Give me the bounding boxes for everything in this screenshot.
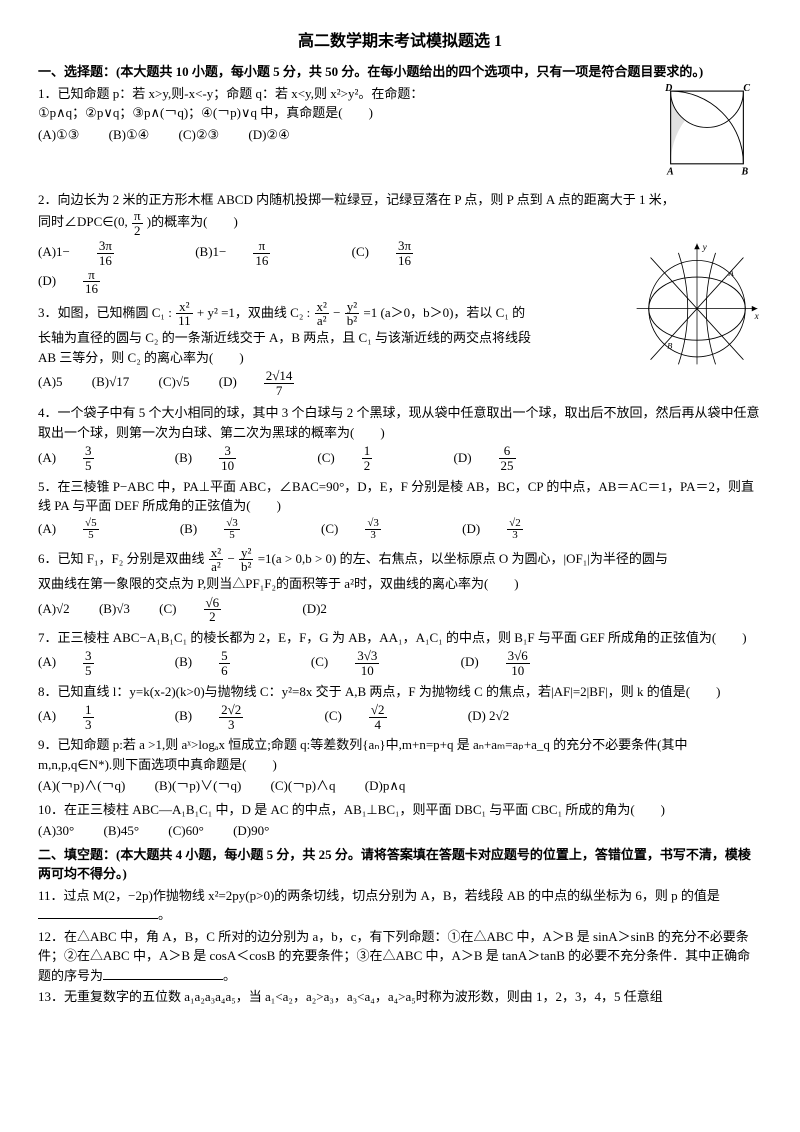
q6-opt-c: (C)√62 <box>159 596 273 624</box>
q2-opt-a: (A)1−3π16 <box>38 239 166 267</box>
q1-opt-c: (C)②③ <box>179 125 220 145</box>
blank-11 <box>38 907 158 919</box>
q7-opt-c: (C)3√310 <box>311 649 431 677</box>
q5-opt-b: (B)√35 <box>180 518 292 542</box>
q7-opt-d: (D)3√610 <box>461 649 582 677</box>
q11-tail: 。 <box>158 907 171 922</box>
q3-line3: AB 三等分，则 C₂ 的离心率为( ) <box>38 348 762 368</box>
question-4: 4．一个袋子中有 5 个大小相同的球，其中 3 个白球与 2 个黑球，现从袋中任… <box>38 403 762 442</box>
svg-text:A: A <box>728 269 735 278</box>
q9-opt-c: (C)(￢p)∧q <box>271 776 336 796</box>
q8-options: (A)13 (B)2√23 (C)√24 (D) 2√2 <box>38 703 762 731</box>
q2-opt-c: (C)3π16 <box>352 239 465 267</box>
q5-opt-a: (A)√55 <box>38 518 151 542</box>
question-8: 8．已知直线 l：y=k(x-2)(k>0)与抛物线 C：y²=8x 交于 A,… <box>38 682 762 702</box>
q3-opt-a: (A)5 <box>38 372 63 392</box>
q6-opt-a: (A)√2 <box>38 599 70 619</box>
question-7: 7．正三棱柱 ABC−A₁B₁C₁ 的棱长都为 2，E，F，G 为 AB，AA₁… <box>38 628 762 648</box>
q6-line1: 6．已知 F₁，F₂ 分别是双曲线 x²a² − y²b² =1(a > 0,b… <box>38 546 762 574</box>
q3-line1: 3．如图，已知椭圆 C₁ : x²11 + y² =1，双曲线 C₂ : x²a… <box>38 300 762 328</box>
q10-opt-c: (C)60° <box>168 821 204 841</box>
q1-line2: ①p∧q；②p∨q；③p∧(￢q)；④(￢p)∨q 中，真命题是( ) <box>38 103 762 123</box>
question-6: 6．已知 F₁，F₂ 分别是双曲线 x²a² − y²b² =1(a > 0,b… <box>38 546 762 594</box>
q3-line2: 长轴为直径的圆与 C₂ 的一条渐近线交于 A，B 两点，且 C₁ 与该渐近线的两… <box>38 328 762 348</box>
q3-opt-d: (D)2√147 <box>219 369 347 397</box>
q1-opt-a: (A)①③ <box>38 125 79 145</box>
q9-options: (A)(￢p)∧(￢q) (B)(￢p)∨(￢q) (C)(￢p)∧q (D)p… <box>38 776 762 796</box>
question-13: 13．无重复数字的五位数 a₁a₂a₃a₄a₅，当 a₁<a₂，a₂>a₃，a₃… <box>38 987 762 1007</box>
q10-opt-b: (B)45° <box>104 821 140 841</box>
q3-options: (A)5 (B)√17 (C)√5 (D)2√147 <box>38 369 762 397</box>
q8-opt-d: (D) 2√2 <box>468 706 509 726</box>
q2-line2: 同时∠DPC∈(0, π2 )的概率为( ) <box>38 209 762 237</box>
q4-opt-d: (D)625 <box>453 444 567 472</box>
q1-text: 1．已知命题 p：若 x>y,则-x<-y；命题 q：若 x<y,则 x²>y²… <box>38 84 762 104</box>
question-12: 12．在△ABC 中，角 A，B，C 所对的边分别为 a，b，c，有下列命题：①… <box>38 927 762 986</box>
q4-opt-b: (B)310 <box>175 444 288 472</box>
question-11: 11．过点 M(2，−2p)作抛物线 x²=2py(p>0)的两条切线，切点分别… <box>38 886 762 925</box>
section-1-head: 一、选择题：(本大题共 10 小题，每小题 5 分，共 50 分。在每小题给出的… <box>38 62 762 82</box>
q5-opt-d: (D)√23 <box>462 518 575 542</box>
q7-options: (A)35 (B)56 (C)3√310 (D)3√610 <box>38 649 762 677</box>
q9-opt-a: (A)(￢p)∧(￢q) <box>38 776 125 796</box>
question-10: 10．在正三棱柱 ABC—A₁B₁C₁ 中，D 是 AC 的中点，AB₁⊥BC₁… <box>38 800 762 820</box>
q4-options: (A)35 (B)310 (C)12 (D)625 <box>38 444 762 472</box>
question-1: 1．已知命题 p：若 x>y,则-x<-y；命题 q：若 x<y,则 x²>y²… <box>38 84 762 123</box>
q8-opt-a: (A)13 <box>38 703 146 731</box>
q10-opt-a: (A)30° <box>38 821 74 841</box>
q6-opt-b: (B)√3 <box>99 599 130 619</box>
q6-options: (A)√2 (B)√3 (C)√62 (D)2 <box>38 596 762 624</box>
question-3: 3．如图，已知椭圆 C₁ : x²11 + y² =1，双曲线 C₂ : x²a… <box>38 300 762 367</box>
q6-line2: 双曲线在第一象限的交点为 P,则当△PF₁F₂的面积等于 a²时，双曲线的离心率… <box>38 574 762 594</box>
q10-opt-d: (D)90° <box>233 821 269 841</box>
q8-opt-b: (B)2√23 <box>175 703 295 731</box>
q7-opt-b: (B)56 <box>175 649 282 677</box>
q1-opt-d: (D)②④ <box>248 125 289 145</box>
q4-opt-a: (A)35 <box>38 444 146 472</box>
question-2: 2．向边长为 2 米的正方形木框 ABCD 内随机投掷一粒绿豆，记绿豆落在 P … <box>38 190 762 238</box>
page-title: 高二数学期末考试模拟题选 1 <box>38 30 762 54</box>
q10-options: (A)30° (B)45° (C)60° (D)90° <box>38 821 762 841</box>
q9-opt-d: (D)p∧q <box>365 776 406 796</box>
q3-opt-b: (B)√17 <box>92 372 129 392</box>
q4-opt-c: (C)12 <box>317 444 424 472</box>
svg-text:B: B <box>741 166 749 177</box>
q6-opt-d: (D)2 <box>302 599 327 619</box>
q2-opt-d: (D)π16 <box>38 268 152 296</box>
blank-12 <box>103 968 223 980</box>
q2-opt-b: (B)1−π16 <box>195 239 322 267</box>
q8-opt-c: (C)√24 <box>325 703 439 731</box>
svg-text:A: A <box>666 166 674 177</box>
svg-text:y: y <box>702 243 708 253</box>
q11-text: 11．过点 M(2，−2p)作抛物线 x²=2py(p>0)的两条切线，切点分别… <box>38 888 720 903</box>
q5-opt-c: (C)√33 <box>321 518 433 542</box>
q1-opt-b: (B)①④ <box>109 125 150 145</box>
question-9: 9．已知命题 p:若 a >1,则 aˣ>logₐx 恒成立;命题 q:等差数列… <box>38 735 762 774</box>
q9-opt-b: (B)(￢p)∨(￢q) <box>155 776 242 796</box>
q2-text: 2．向边长为 2 米的正方形木框 ABCD 内随机投掷一粒绿豆，记绿豆落在 P … <box>38 190 762 210</box>
q2-line2-a: 同时∠DPC∈(0, <box>38 214 131 229</box>
q12-tail: 。 <box>223 968 236 983</box>
q3-opt-c: (C)√5 <box>159 372 190 392</box>
q5-options: (A)√55 (B)√35 (C)√33 (D)√23 <box>38 518 762 542</box>
q7-opt-a: (A)35 <box>38 649 146 677</box>
question-5: 5．在三棱锥 P−ABC 中，PA⊥平面 ABC，∠BAC=90°，D，E，F … <box>38 477 762 516</box>
q2-line2-b: )的概率为( ) <box>144 214 238 229</box>
section-2-head: 二、填空题：(本大题共 4 小题，每小题 5 分，共 25 分。请将答案填在答题… <box>38 845 762 884</box>
